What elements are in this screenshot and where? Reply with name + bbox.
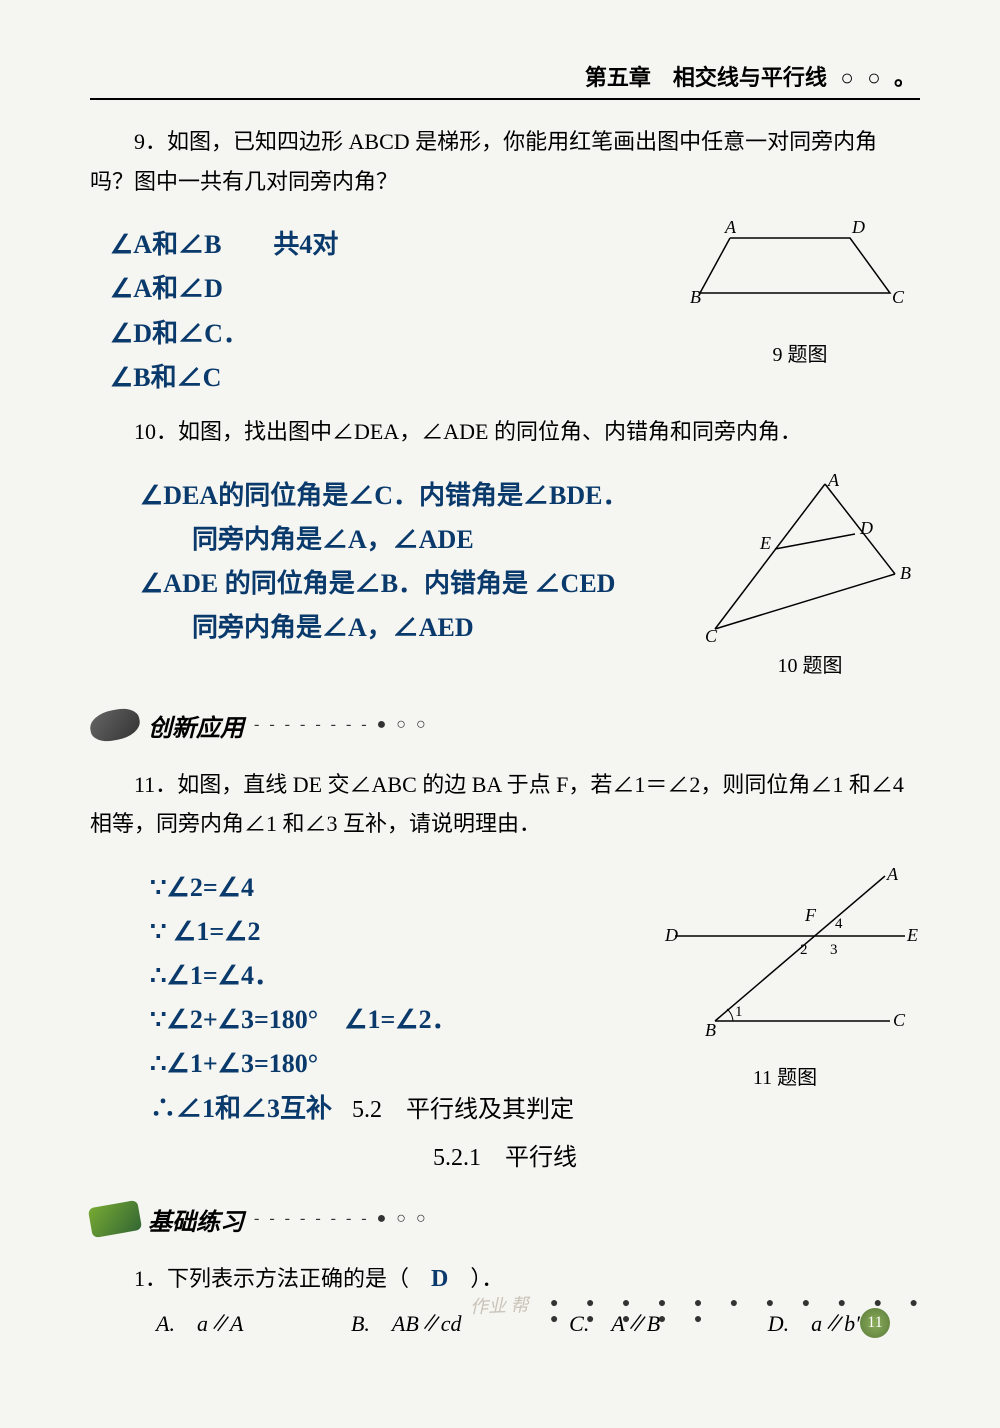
q11-hw-line-2: ∴∠1=∠4．	[150, 954, 650, 998]
question-11: 11．如图，直线 DE 交∠ABC 的边 BA 于点 F，若∠1＝∠2，则同位角…	[90, 765, 920, 1131]
q10-figure: A E D B C 10 题图	[700, 474, 920, 678]
q11-hw-line-3: ∵∠2+∠3=180° ∠1=∠2．	[150, 998, 650, 1042]
q10-label-C: C	[705, 626, 718, 646]
q9-hw-line-0: ∠A和∠B 共4对	[110, 223, 680, 267]
q11-diagram-svg: A D E F B C 1 2 3 4	[655, 866, 915, 1056]
chapter-title: 第五章 相交线与平行线	[585, 65, 827, 90]
section-5-2-title-inline: 5.2 平行线及其判定	[332, 1090, 574, 1131]
subsection-5-2-1-title: 5.2.1 平行线	[90, 1137, 920, 1172]
q11-body: 如图，直线 DE 交∠ABC 的边 BA 于点 F，若∠1＝∠2，则同位角∠1 …	[90, 772, 904, 837]
q11-angle-3: 3	[830, 942, 838, 958]
page-number-badge: 11	[860, 1308, 890, 1338]
q11-hw-line-0: ∵∠2=∠4	[150, 866, 650, 910]
q9-hw-line-3: ∠B和∠C	[110, 356, 680, 400]
q9-figure: A D B C 9 题图	[680, 223, 920, 367]
q9-label-A: A	[724, 217, 737, 237]
q11-label-C: C	[893, 1010, 906, 1030]
q11-figure-label: 11 题图	[650, 1061, 920, 1090]
magnifier-icon	[88, 706, 142, 744]
q11-angle-1: 1	[735, 1004, 743, 1020]
q10-label-E: E	[759, 533, 771, 553]
question-10: 10．如图，找出图中∠DEA，∠ADE 的同位角、内错角和同旁内角． ∠DEA的…	[90, 412, 920, 678]
q10-body: 如图，找出图中∠DEA，∠ADE 的同位角、内错角和同旁内角．	[178, 419, 802, 444]
q10-label-A: A	[827, 470, 840, 490]
section2-title: 基础练习	[148, 1202, 244, 1237]
q10-triangle-svg: A E D B C	[705, 474, 915, 644]
header-circles: ○ ○ 。	[840, 65, 920, 90]
q1-answer-handwritten: D	[431, 1266, 448, 1292]
q11-figure: A D E F B C 1 2 3 4 11 题图	[650, 866, 920, 1090]
q1-choice-A: A. a∥A	[156, 1306, 243, 1338]
q9-label-C: C	[892, 287, 905, 307]
q9-label-B: B	[690, 287, 701, 307]
q11-handwriting: ∵∠2=∠4 ∵ ∠1=∠2 ∴∠1=∠4． ∵∠2+∠3=180° ∠1=∠2…	[90, 866, 650, 1131]
section1-title: 创新应用	[148, 708, 244, 743]
q10-hw-line-0: ∠DEA的同位角是∠C．内错角是∠BDE．	[140, 474, 700, 518]
q10-hw-line-3: 同旁内角是∠A，∠AED	[140, 606, 700, 650]
section1-dots: - - - - - - - - ● ○ ○	[254, 716, 429, 734]
q1-number: 1．	[134, 1266, 167, 1291]
question-9: 9．如图，已知四边形 ABCD 是梯形，你能用红笔画出图中任意一对同旁内角吗？图…	[90, 122, 920, 400]
q9-trapezoid-svg: A D B C	[690, 223, 910, 333]
q10-text: 10．如图，找出图中∠DEA，∠ADE 的同位角、内错角和同旁内角．	[90, 412, 920, 452]
q11-angle-2: 2	[800, 942, 808, 958]
q10-hw-line-2: ∠ADE 的同位角是∠B．内错角是 ∠CED	[140, 562, 700, 606]
q11-label-A: A	[886, 864, 899, 884]
q11-label-B: B	[705, 1020, 716, 1040]
section-creative: 创新应用 - - - - - - - - ● ○ ○	[90, 708, 920, 743]
q9-figure-label: 9 题图	[680, 338, 920, 367]
q10-label-B: B	[900, 563, 911, 583]
section-basic: 基础练习 - - - - - - - - ● ○ ○	[90, 1202, 920, 1237]
q1-choice-B: B. AB∥cd	[351, 1306, 462, 1338]
q11-text: 11．如图，直线 DE 交∠ABC 的边 BA 于点 F，若∠1＝∠2，则同位角…	[90, 765, 920, 844]
q11-label-D: D	[664, 925, 678, 945]
q11-hw-line-5: ∴∠1和∠3互补	[150, 1087, 332, 1131]
q9-hw-line-1: ∠A和∠D	[110, 267, 680, 311]
q11-label-E: E	[906, 925, 918, 945]
q9-text: 9．如图，已知四边形 ABCD 是梯形，你能用红笔画出图中任意一对同旁内角吗？图…	[90, 122, 920, 201]
q10-label-D: D	[859, 518, 873, 538]
book-icon	[88, 1200, 142, 1238]
q10-handwriting: ∠DEA的同位角是∠C．内错角是∠BDE． 同旁内角是∠A，∠ADE ∠ADE …	[90, 474, 700, 651]
q11-angle-4: 4	[835, 916, 843, 932]
q9-hw-line-2: ∠D和∠C．	[110, 312, 680, 356]
q1-body: 下列表示方法正确的是（ D ）．	[167, 1266, 503, 1291]
q11-hw-line-4: ∴∠1+∠3=180°	[150, 1042, 650, 1086]
q11-label-F: F	[804, 905, 817, 925]
q9-handwriting: ∠A和∠B 共4对 ∠A和∠D ∠D和∠C． ∠B和∠C	[90, 223, 680, 400]
q11-number: 11．	[134, 772, 177, 797]
q10-hw-line-1: 同旁内角是∠A，∠ADE	[140, 518, 700, 562]
q10-number: 10．	[134, 419, 178, 444]
watermark-text: 作业 帮	[470, 1291, 529, 1319]
q9-label-D: D	[851, 217, 865, 237]
section2-dots: - - - - - - - - ● ○ ○	[254, 1210, 429, 1228]
q9-body: 如图，已知四边形 ABCD 是梯形，你能用红笔画出图中任意一对同旁内角吗？图中一…	[90, 129, 877, 194]
footer-dots: ● ● ● ● ● ● ● ● ● ● ● ● ● ● ● ●	[550, 1292, 950, 1328]
chapter-header: 第五章 相交线与平行线 ○ ○ 。	[90, 60, 920, 100]
q11-hw-line-1: ∵ ∠1=∠2	[150, 910, 650, 954]
q10-figure-label: 10 题图	[700, 649, 920, 678]
q9-number: 9．	[134, 129, 167, 154]
